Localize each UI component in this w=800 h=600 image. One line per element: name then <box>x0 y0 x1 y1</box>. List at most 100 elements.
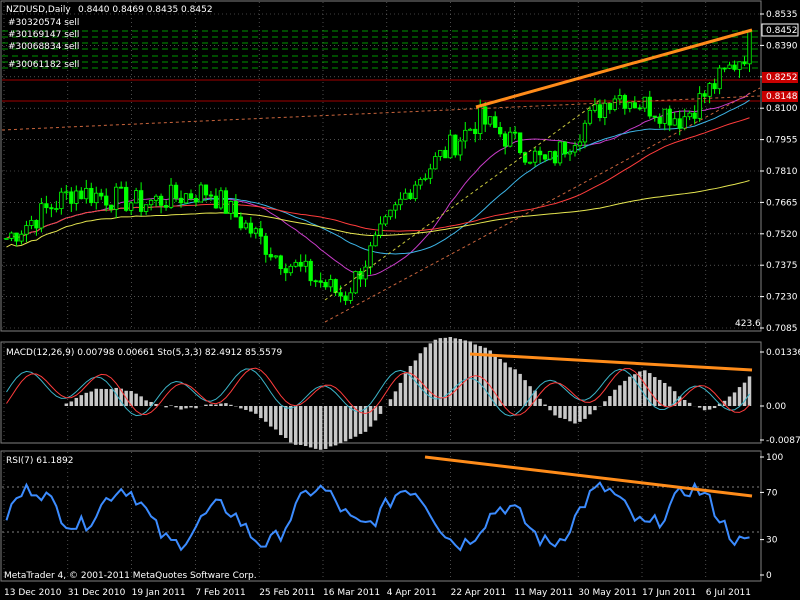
candle-body <box>298 261 303 267</box>
candle-body <box>418 179 423 186</box>
macd-bar <box>737 387 742 406</box>
macd-bar <box>194 406 198 409</box>
macd-bar <box>443 337 448 406</box>
macd-bar <box>69 401 74 406</box>
macd-bar <box>707 406 712 410</box>
candle-body <box>408 192 413 200</box>
candle-body <box>552 151 558 164</box>
macd-bar <box>448 336 453 406</box>
candle-body <box>148 199 154 206</box>
macd-bar <box>508 367 512 406</box>
trendline-main[interactable] <box>475 28 753 109</box>
x-tick-label: 16 Mar 2011 <box>323 588 380 598</box>
macd-bar <box>697 406 702 408</box>
candle-body <box>592 104 598 111</box>
candle-body <box>483 106 488 125</box>
macd-bar <box>413 360 418 406</box>
macd-bar <box>94 388 98 406</box>
macd-bar <box>333 406 338 446</box>
rsi-line <box>5 481 750 552</box>
candle-body <box>273 255 278 258</box>
macd-panel-frame <box>0 341 762 444</box>
macd-bar <box>368 406 373 427</box>
candle-body <box>498 127 503 135</box>
macd-bar <box>139 396 143 406</box>
macd-bar <box>343 406 348 442</box>
x-tick-label: 6 Jul 2011 <box>706 588 751 598</box>
macd-bar <box>538 398 542 406</box>
macd-bar <box>109 389 113 406</box>
macd-bar <box>84 392 89 406</box>
candles <box>4 29 752 306</box>
candle-body <box>403 192 408 200</box>
candle-body <box>129 202 134 211</box>
macd-bar <box>74 397 79 406</box>
macd-bar <box>388 399 393 406</box>
macd-tick-label: 0.00 <box>766 402 786 412</box>
candle-body <box>134 190 139 204</box>
macd-bar <box>722 400 727 406</box>
candle-body <box>737 61 742 70</box>
rsi-trendline[interactable] <box>424 455 753 498</box>
candle-body <box>34 219 39 229</box>
y-tick-label: 0.7955 <box>766 136 798 146</box>
candle-body <box>567 151 573 155</box>
candle-body <box>373 234 378 247</box>
candle-body <box>64 191 69 194</box>
stoch-signal-line <box>6 367 750 416</box>
x-tick-label: 11 May 2011 <box>514 588 573 598</box>
candle-body <box>74 190 79 204</box>
y-tick-label: 0.7085 <box>766 324 798 334</box>
macd-bar <box>114 387 118 406</box>
macd-bar <box>608 396 612 406</box>
macd-trendline[interactable] <box>469 352 753 372</box>
macd-bar <box>568 406 572 422</box>
main-grid <box>2 2 760 330</box>
macd-bar <box>643 370 647 406</box>
macd-bar <box>463 340 468 406</box>
macd-bar <box>553 406 557 416</box>
candle-body <box>119 186 124 189</box>
candle-body <box>243 222 248 229</box>
candle-body <box>208 194 214 197</box>
main-axis: 0.85350.83900.82450.81000.79550.78100.76… <box>760 10 798 334</box>
macd-bar <box>418 353 423 406</box>
macd-bar <box>518 373 522 406</box>
candle-body <box>303 260 308 267</box>
macd-bar <box>428 343 433 406</box>
candle-body <box>503 133 508 147</box>
candle-body <box>632 102 637 109</box>
candle-body <box>478 106 483 135</box>
macd-bar <box>204 404 208 406</box>
macd-bar <box>603 401 607 406</box>
order-label-1: #30320574 sell <box>8 18 79 28</box>
candle-body <box>393 204 398 211</box>
macd-bar <box>742 382 747 406</box>
macd-bar <box>543 404 547 406</box>
candle-body <box>433 156 438 170</box>
level1-text: 0.8252 <box>766 73 798 83</box>
candle-body <box>493 116 498 128</box>
candle-body <box>378 223 383 236</box>
macd-axis: 0.01336 0.00 -0.00874 <box>760 348 800 446</box>
rsi-grid <box>3 452 707 580</box>
candle-body <box>747 31 752 65</box>
candle-body <box>423 177 428 180</box>
candle-body <box>687 112 692 118</box>
candle-body <box>59 191 64 209</box>
candle-body <box>448 134 453 159</box>
macd-bar <box>633 374 637 406</box>
x-tick-label: 13 Dec 2010 <box>4 588 62 598</box>
candle-body <box>213 195 219 209</box>
macd-bar <box>423 347 428 406</box>
order-label-3: #30068834 sell <box>8 42 79 52</box>
ma-35-line <box>6 99 750 255</box>
candle-body <box>742 61 747 65</box>
candle-body <box>517 132 523 154</box>
macd-bar <box>279 406 283 436</box>
candle-body <box>99 192 104 197</box>
macd-bar <box>373 406 378 421</box>
x-tick-label: 30 May 2011 <box>578 588 637 598</box>
candle-body <box>458 140 463 156</box>
